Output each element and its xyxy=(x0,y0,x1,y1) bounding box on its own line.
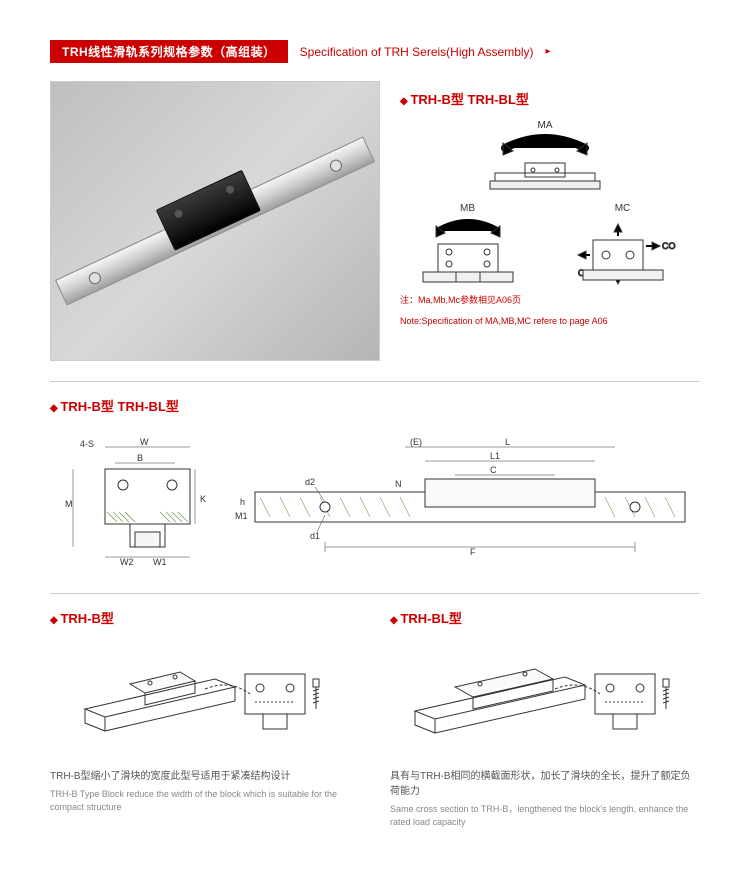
co-label: CO xyxy=(662,241,676,251)
trh-b-illustration xyxy=(75,639,335,754)
trh-b-title: TRH-B型 xyxy=(50,608,360,627)
svg-text:L: L xyxy=(505,437,510,447)
svg-text:4-S: 4-S xyxy=(80,439,94,449)
mb-diagram: MB xyxy=(413,203,523,286)
svg-text:W1: W1 xyxy=(153,557,167,567)
trh-bl-desc-en: Same cross section to TRH-B，lengthened t… xyxy=(390,803,700,828)
trh-bl-desc-cn: 具有与TRH-B相同的横截面形状，加长了滑块的全长，提升了额定负荷能力 xyxy=(390,769,700,799)
svg-text:(E): (E) xyxy=(410,437,422,447)
ma-label: MA xyxy=(538,120,553,131)
divider xyxy=(50,381,700,382)
svg-text:W2: W2 xyxy=(120,557,134,567)
header-title-en: Specification of TRH Sereis(High Assembl… xyxy=(300,45,534,59)
trh-bl-column: TRH-BL型 xyxy=(390,608,700,828)
svg-text:L1: L1 xyxy=(490,451,500,461)
top-diagram-title: TRH-B型 TRH-BL型 xyxy=(400,89,690,108)
svg-text:K: K xyxy=(200,494,206,504)
svg-text:C: C xyxy=(490,465,497,475)
header: TRH线性滑轨系列规格参数（高组装） Specification of TRH … xyxy=(50,40,700,63)
note-en: Note:Specification of MA,MB,MC refere to… xyxy=(400,315,690,328)
header-badge: TRH线性滑轨系列规格参数（高组装） xyxy=(50,40,288,63)
mb-label: MB xyxy=(460,203,475,214)
svg-text:h: h xyxy=(240,497,245,507)
mc-label: MC xyxy=(615,203,631,214)
product-photo xyxy=(50,81,380,361)
svg-text:M: M xyxy=(65,499,73,509)
dimension-drawing: 4-S W B xyxy=(55,427,695,577)
svg-text:d1: d1 xyxy=(310,531,320,541)
mc-diagram: MC CO xyxy=(568,203,678,286)
header-arrow-icon: ▸ xyxy=(546,46,551,57)
svg-text:N: N xyxy=(395,479,402,489)
svg-text:F: F xyxy=(470,547,476,557)
svg-text:M1: M1 xyxy=(235,511,248,521)
dim-title: TRH-B型 TRH-BL型 xyxy=(50,396,700,415)
moment-diagram-panel: TRH-B型 TRH-BL型 MA xyxy=(390,81,700,361)
svg-text:d2: d2 xyxy=(305,477,315,487)
divider xyxy=(50,593,700,594)
trh-bl-title: TRH-BL型 xyxy=(390,608,700,627)
trh-b-desc-cn: TRH-B型缩小了滑块的宽度此型号适用于紧凑结构设计 xyxy=(50,769,360,784)
trh-b-desc-en: TRH-B Type Block reduce the width of the… xyxy=(50,788,360,813)
ma-diagram: MA xyxy=(485,120,605,193)
note-cn: 注：Ma,Mb,Mc参数相见A06页 xyxy=(400,294,690,307)
dimension-section: TRH-B型 TRH-BL型 4-S W B xyxy=(50,396,700,577)
svg-text:B: B xyxy=(137,453,143,463)
trh-bl-illustration xyxy=(405,639,685,754)
trh-b-column: TRH-B型 xyxy=(50,608,360,828)
svg-text:W: W xyxy=(140,437,149,447)
